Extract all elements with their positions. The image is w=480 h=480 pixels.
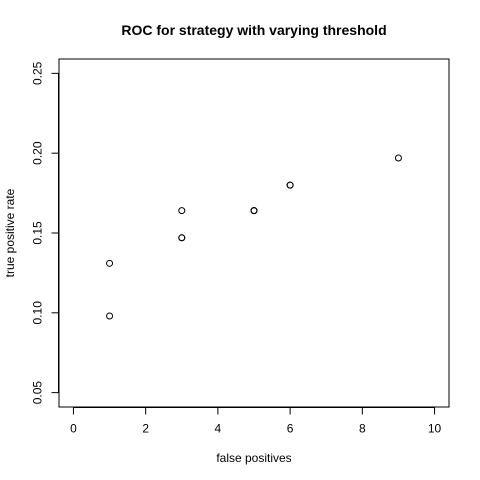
x-tick-label: 4 <box>215 422 222 436</box>
data-point <box>107 260 113 266</box>
data-point <box>107 313 113 319</box>
chart-title: ROC for strategy with varying threshold <box>121 22 386 38</box>
data-point <box>179 208 185 214</box>
x-tick-label: 8 <box>359 422 366 436</box>
x-tick-label: 2 <box>142 422 149 436</box>
y-tick-label: 0.15 <box>31 221 45 245</box>
y-tick-label: 0.20 <box>31 141 45 165</box>
data-points <box>107 155 402 319</box>
data-point <box>395 155 401 161</box>
y-tick-label: 0.25 <box>31 61 45 85</box>
data-point <box>287 182 293 188</box>
y-axis-label: true positive rate <box>3 188 17 277</box>
x-tick-label: 0 <box>70 422 77 436</box>
y-axis: 0.05 0.10 0.15 0.20 0.25 <box>31 61 59 404</box>
x-axis-label: false positives <box>216 451 291 465</box>
y-tick-label: 0.05 <box>31 381 45 405</box>
y-tick-label: 0.10 <box>31 301 45 325</box>
x-tick-label: 6 <box>287 422 294 436</box>
data-point <box>251 208 257 214</box>
data-point <box>179 235 185 241</box>
x-axis: 0 2 4 6 8 10 <box>70 408 441 436</box>
plot-area-box <box>59 59 449 407</box>
x-tick-label: 10 <box>428 422 442 436</box>
